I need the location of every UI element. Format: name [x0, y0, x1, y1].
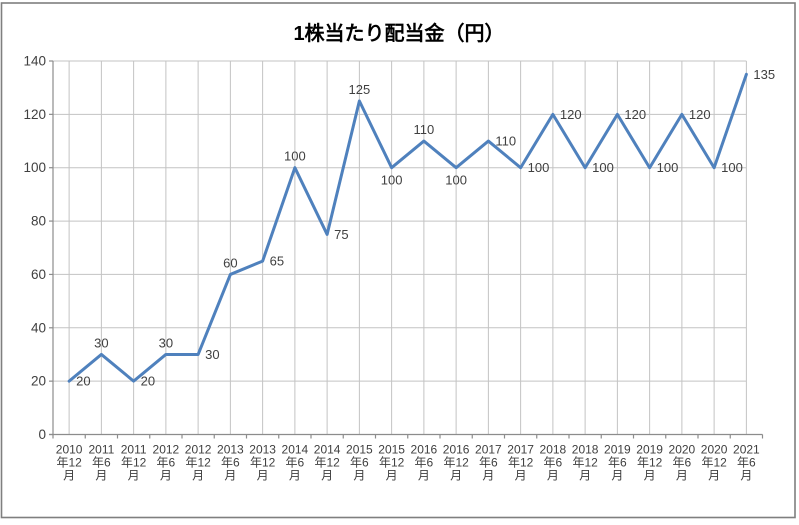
y-tick-label: 80 [31, 214, 46, 229]
x-tick-label: 2016 年6 月 [411, 443, 438, 483]
y-tick-label: 20 [31, 374, 46, 389]
data-label: 135 [753, 67, 775, 82]
y-tick-label: 100 [23, 160, 46, 175]
x-tick-label: 2017 年12 月 [507, 443, 534, 483]
data-label: 65 [270, 254, 284, 269]
y-tick-label: 140 [23, 54, 46, 69]
x-tick-label: 2014 年6 月 [282, 443, 309, 483]
x-tick-label: 2017 年6 月 [475, 443, 502, 483]
x-tick-label: 2013 年6 月 [217, 443, 244, 483]
x-tick-label: 2014 年12 月 [314, 443, 341, 483]
gridlines [53, 60, 747, 435]
data-label: 30 [205, 347, 219, 362]
data-label: 60 [223, 255, 237, 270]
data-label: 110 [495, 134, 516, 149]
x-tick-label: 2015 年12 月 [378, 443, 405, 483]
x-tick-label: 2016 年12 月 [443, 443, 470, 483]
data-label: 20 [76, 374, 90, 389]
x-tick-label: 2013 年12 月 [249, 443, 276, 483]
x-tick-label: 2010 年12 月 [56, 443, 83, 483]
data-label: 75 [334, 227, 348, 242]
data-label: 120 [560, 107, 582, 122]
data-label: 100 [657, 160, 679, 175]
y-tick-label: 40 [31, 320, 46, 335]
data-label: 120 [689, 107, 711, 122]
series-line [67, 72, 748, 383]
data-label: 100 [592, 160, 614, 175]
data-label: 20 [141, 374, 155, 389]
data-label: 100 [381, 173, 403, 188]
x-tick-label: 2020 年12 月 [701, 443, 728, 483]
data-label: 30 [159, 335, 173, 350]
x-tick-label: 2011 年6 月 [88, 443, 114, 483]
data-label: 100 [528, 160, 550, 175]
axes [49, 60, 764, 439]
x-tick-label: 2018 年6 月 [540, 443, 567, 483]
x-tick-label: 2020 年6 月 [669, 443, 696, 483]
x-tick-label: 2011 年12 月 [121, 443, 147, 483]
x-tick-label: 2021 年6 月 [733, 443, 760, 483]
x-tick-label: 2015 年6 月 [346, 443, 373, 483]
y-axis-labels: 0 20 40 60 80 100 120 140 [23, 54, 46, 443]
data-label: 100 [445, 173, 467, 188]
y-tick-label: 60 [31, 267, 46, 282]
x-tick-label: 2019 年12 月 [636, 443, 663, 483]
data-label: 30 [94, 335, 108, 350]
data-label: 125 [349, 82, 371, 97]
chart-title: 1株当たり配当金（円） [293, 21, 504, 45]
data-label: 100 [721, 160, 743, 175]
x-tick-label: 2019 年6 月 [604, 443, 631, 483]
x-tick-label: 2012 年6 月 [153, 443, 180, 483]
y-tick-label: 120 [23, 107, 46, 122]
y-tick-label: 0 [38, 427, 46, 442]
x-tick-label: 2012 年12 月 [185, 443, 212, 483]
data-label: 120 [624, 107, 646, 122]
data-labels: 20 30 20 30 30 60 65 100 75 125 100 110 100 110 100 120… [76, 67, 775, 389]
data-label: 110 [414, 122, 435, 137]
x-tick-label: 2018 年12 月 [572, 443, 599, 483]
data-label: 100 [284, 149, 306, 164]
